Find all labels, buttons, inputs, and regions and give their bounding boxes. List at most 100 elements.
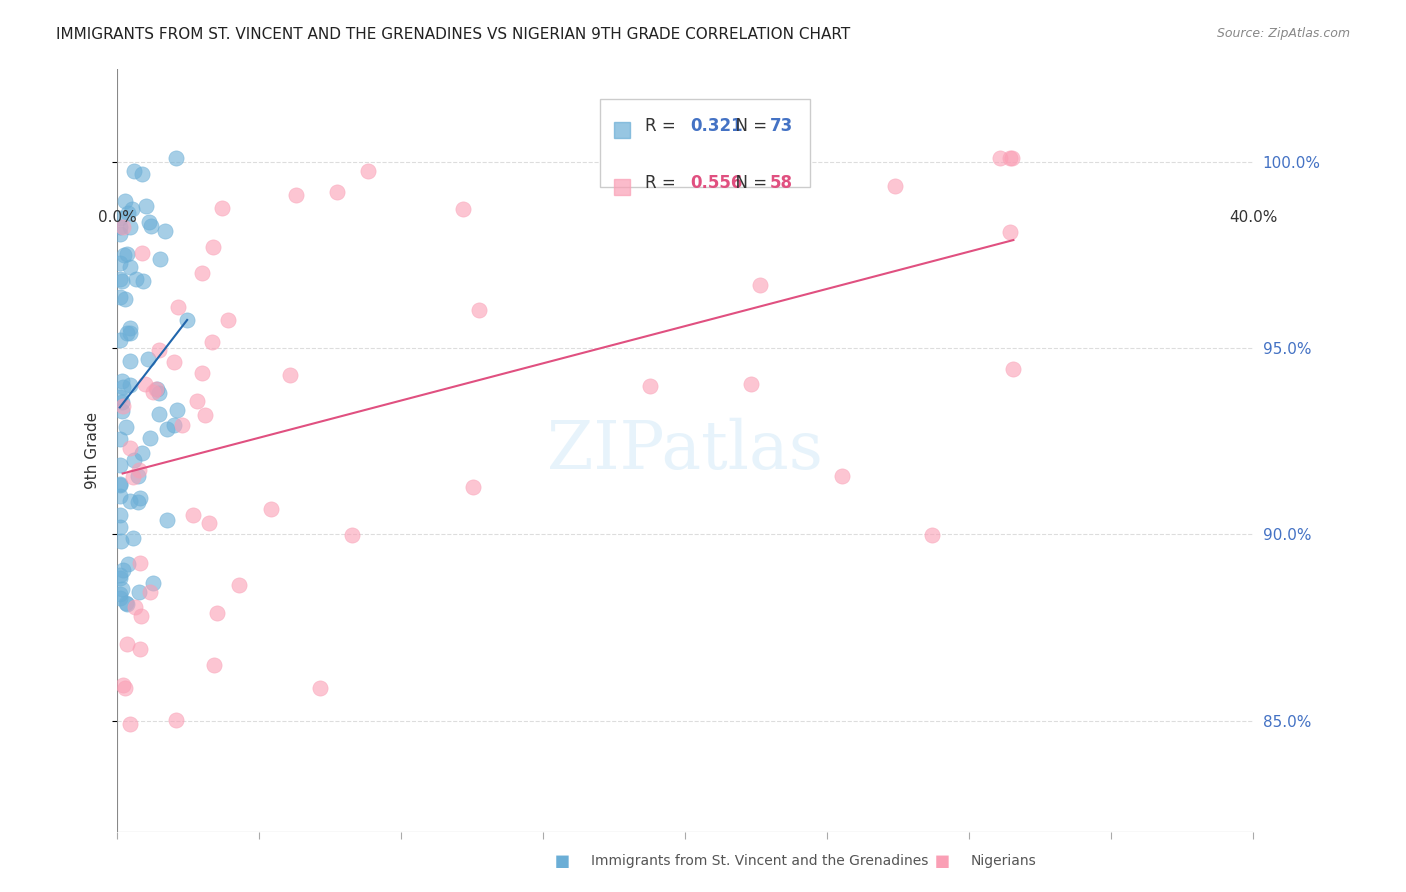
Point — [138, 215, 160, 229]
Point — [114, 194, 136, 209]
Point — [108, 520, 131, 534]
Point — [191, 266, 214, 280]
Point — [467, 302, 489, 317]
Point — [166, 403, 188, 417]
Point — [120, 441, 142, 455]
Point — [191, 366, 214, 380]
Point — [884, 179, 907, 194]
Point — [132, 274, 155, 288]
Point — [108, 476, 131, 491]
Point — [114, 681, 136, 696]
Point — [114, 292, 136, 306]
Point — [108, 219, 131, 234]
Text: 0.321: 0.321 — [690, 117, 744, 135]
Point — [921, 528, 943, 542]
Point — [149, 252, 172, 266]
Point — [463, 480, 485, 494]
Point — [111, 374, 134, 388]
Point — [115, 326, 138, 340]
Point — [148, 386, 170, 401]
Point — [181, 508, 204, 522]
Point — [108, 211, 131, 225]
Point — [146, 382, 169, 396]
Point — [124, 164, 146, 178]
Point — [111, 563, 134, 577]
Point — [134, 377, 156, 392]
Point — [326, 185, 349, 199]
Text: 0.556: 0.556 — [690, 174, 742, 192]
Point — [108, 390, 131, 404]
Text: R =: R = — [645, 117, 682, 135]
Point — [205, 606, 228, 620]
Point — [108, 272, 131, 286]
Point — [1002, 361, 1025, 376]
Text: Source: ZipAtlas.com: Source: ZipAtlas.com — [1216, 27, 1350, 40]
Text: 0.0%: 0.0% — [97, 210, 136, 225]
Point — [166, 713, 188, 727]
Point — [111, 678, 134, 692]
Point — [136, 351, 159, 366]
Point — [163, 355, 186, 369]
Point — [110, 534, 132, 549]
Point — [108, 567, 131, 582]
Point — [117, 557, 139, 571]
Point — [115, 637, 138, 651]
Point — [122, 531, 145, 545]
Point — [120, 354, 142, 368]
Point — [186, 394, 208, 409]
Point — [110, 290, 132, 304]
Point — [142, 575, 165, 590]
Point — [111, 404, 134, 418]
Point — [118, 716, 141, 731]
Point — [128, 463, 150, 477]
Point — [139, 219, 162, 234]
Point — [357, 164, 380, 178]
Point — [156, 422, 179, 436]
Point — [114, 596, 136, 610]
FancyBboxPatch shape — [600, 99, 810, 187]
Point — [108, 255, 131, 269]
Point — [831, 468, 853, 483]
Point — [112, 247, 135, 261]
Text: ▪: ▪ — [554, 849, 571, 872]
Point — [128, 585, 150, 599]
Point — [118, 321, 141, 335]
Text: 40.0%: 40.0% — [1229, 210, 1277, 225]
Point — [121, 202, 143, 216]
Point — [202, 658, 225, 673]
Point — [127, 494, 149, 508]
Point — [217, 313, 239, 327]
Point — [117, 205, 139, 219]
Point — [148, 407, 170, 421]
Point — [131, 167, 153, 181]
Text: N =: N = — [724, 174, 772, 192]
Point — [111, 582, 134, 597]
Point — [453, 202, 475, 216]
Point — [1000, 151, 1022, 165]
Point — [124, 272, 146, 286]
Y-axis label: 9th Grade: 9th Grade — [86, 412, 100, 489]
Point — [111, 275, 134, 289]
Point — [198, 516, 221, 530]
Point — [111, 219, 134, 234]
Point — [108, 478, 131, 492]
Point — [749, 277, 772, 292]
Point — [120, 493, 142, 508]
Point — [112, 380, 135, 394]
Point — [108, 587, 131, 601]
Text: 58: 58 — [770, 174, 793, 192]
Text: R =: R = — [645, 174, 682, 192]
Text: 73: 73 — [770, 117, 793, 135]
Point — [131, 445, 153, 459]
Point — [118, 326, 141, 341]
Text: ZIPatlas: ZIPatlas — [547, 417, 823, 483]
Point — [201, 335, 224, 350]
Point — [118, 219, 141, 234]
Point — [153, 224, 176, 238]
Text: N =: N = — [724, 117, 772, 135]
Point — [124, 452, 146, 467]
Point — [111, 395, 134, 409]
Point — [998, 225, 1021, 239]
Point — [141, 384, 163, 399]
Point — [165, 151, 187, 165]
